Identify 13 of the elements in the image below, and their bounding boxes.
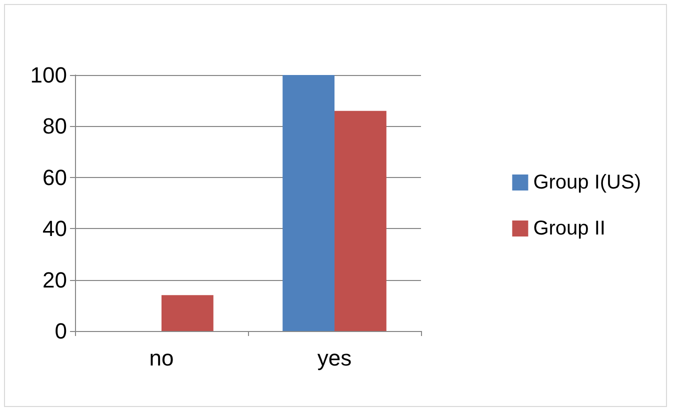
y-tick-label: 100	[30, 62, 67, 88]
bar	[282, 75, 334, 331]
y-tick-label: 0	[54, 318, 67, 344]
bar	[162, 295, 214, 331]
x-tick-label: yes	[317, 346, 352, 370]
bar	[334, 110, 386, 331]
legend-label: Group I(US)	[533, 172, 642, 194]
x-tick-label: no	[149, 346, 174, 370]
legend-label: Group II	[533, 218, 606, 240]
y-tick-label: 40	[42, 216, 67, 242]
y-tick-label: 60	[42, 164, 67, 190]
y-tick-label: 20	[42, 267, 67, 292]
y-tick-label: 80	[42, 114, 67, 139]
